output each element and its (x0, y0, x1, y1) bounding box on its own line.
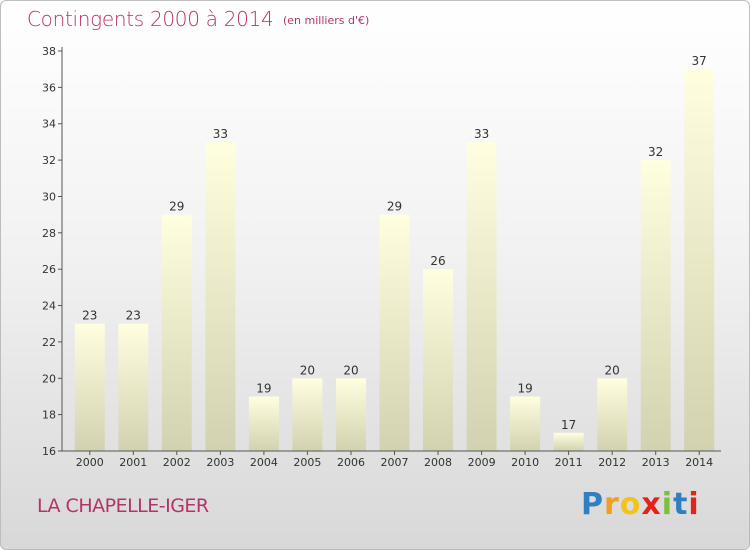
commune-name: LA CHAPELLE-IGER (37, 495, 209, 517)
x-tick-label-2006: 2006 (337, 456, 365, 469)
y-tick-label-36: 36 (42, 81, 56, 94)
logo-letter: o (619, 487, 642, 522)
y-tick-label-34: 34 (42, 118, 56, 131)
bar-2000 (74, 323, 105, 451)
bar-2006 (336, 378, 366, 451)
x-tick-label-2011: 2011 (555, 456, 583, 469)
value-label-2001: 23 (126, 309, 141, 323)
chart-title: Contingents 2000 à 2014 (27, 7, 274, 31)
bar-2010 (510, 396, 541, 451)
value-label-2011: 17 (561, 418, 576, 432)
value-label-2000: 23 (82, 309, 97, 323)
value-label-2003: 33 (213, 127, 228, 141)
bar-2001 (118, 323, 149, 451)
bar-2011 (553, 432, 584, 451)
x-tick-label-2004: 2004 (250, 456, 278, 469)
bar-2009 (466, 141, 497, 451)
value-label-2014: 37 (692, 54, 707, 68)
bar-2012 (597, 378, 628, 451)
logo-letter: i (688, 487, 700, 522)
bar-2003 (205, 141, 236, 451)
bar-2007 (379, 214, 410, 451)
x-tick-label-2003: 2003 (206, 456, 234, 469)
y-tick-label-20: 20 (42, 372, 56, 385)
x-tick-label-2001: 2001 (119, 456, 147, 469)
proxiti-logo: Proxiti (581, 487, 700, 522)
x-tick-label-2014: 2014 (685, 456, 713, 469)
value-label-2010: 19 (517, 382, 532, 396)
x-tick-label-2008: 2008 (424, 456, 452, 469)
value-label-2005: 20 (300, 363, 315, 377)
logo-letter: x (641, 487, 662, 522)
bar-2014 (684, 69, 715, 451)
x-tick-label-2002: 2002 (163, 456, 191, 469)
bar-2008 (423, 269, 453, 451)
bar-2002 (161, 214, 192, 451)
x-tick-label-2000: 2000 (76, 456, 104, 469)
chart-subtitle: (en milliers d'€) (283, 14, 370, 27)
y-tick-label-28: 28 (42, 227, 56, 240)
value-label-2009: 33 (474, 127, 489, 141)
logo-letter: P (581, 487, 604, 522)
value-label-2004: 19 (256, 382, 271, 396)
bar-2013 (640, 160, 671, 451)
bar-2005 (292, 378, 323, 451)
x-tick-label-2005: 2005 (293, 456, 321, 469)
y-tick-label-24: 24 (42, 300, 56, 313)
bar-2004 (248, 396, 279, 451)
y-tick-label-38: 38 (42, 45, 56, 58)
value-label-2012: 20 (605, 363, 620, 377)
y-tick-label-32: 32 (42, 154, 56, 167)
y-tick-label-18: 18 (42, 409, 56, 422)
x-tick-label-2013: 2013 (642, 456, 670, 469)
y-tick-label-22: 22 (42, 336, 56, 349)
logo-letter: r (604, 487, 620, 522)
value-label-2013: 32 (648, 145, 663, 159)
x-tick-label-2009: 2009 (468, 456, 496, 469)
value-label-2002: 29 (169, 200, 184, 214)
x-tick-label-2012: 2012 (598, 456, 626, 469)
y-tick-label-26: 26 (42, 263, 56, 276)
x-tick-label-2007: 2007 (381, 456, 409, 469)
y-tick-label-30: 30 (42, 191, 56, 204)
logo-letter: i (661, 487, 674, 522)
value-label-2006: 20 (343, 363, 358, 377)
y-tick-label-16: 16 (42, 445, 56, 458)
value-label-2008: 26 (430, 254, 445, 268)
x-tick-label-2010: 2010 (511, 456, 539, 469)
logo-letter: t (673, 487, 689, 522)
value-label-2007: 29 (387, 200, 402, 214)
